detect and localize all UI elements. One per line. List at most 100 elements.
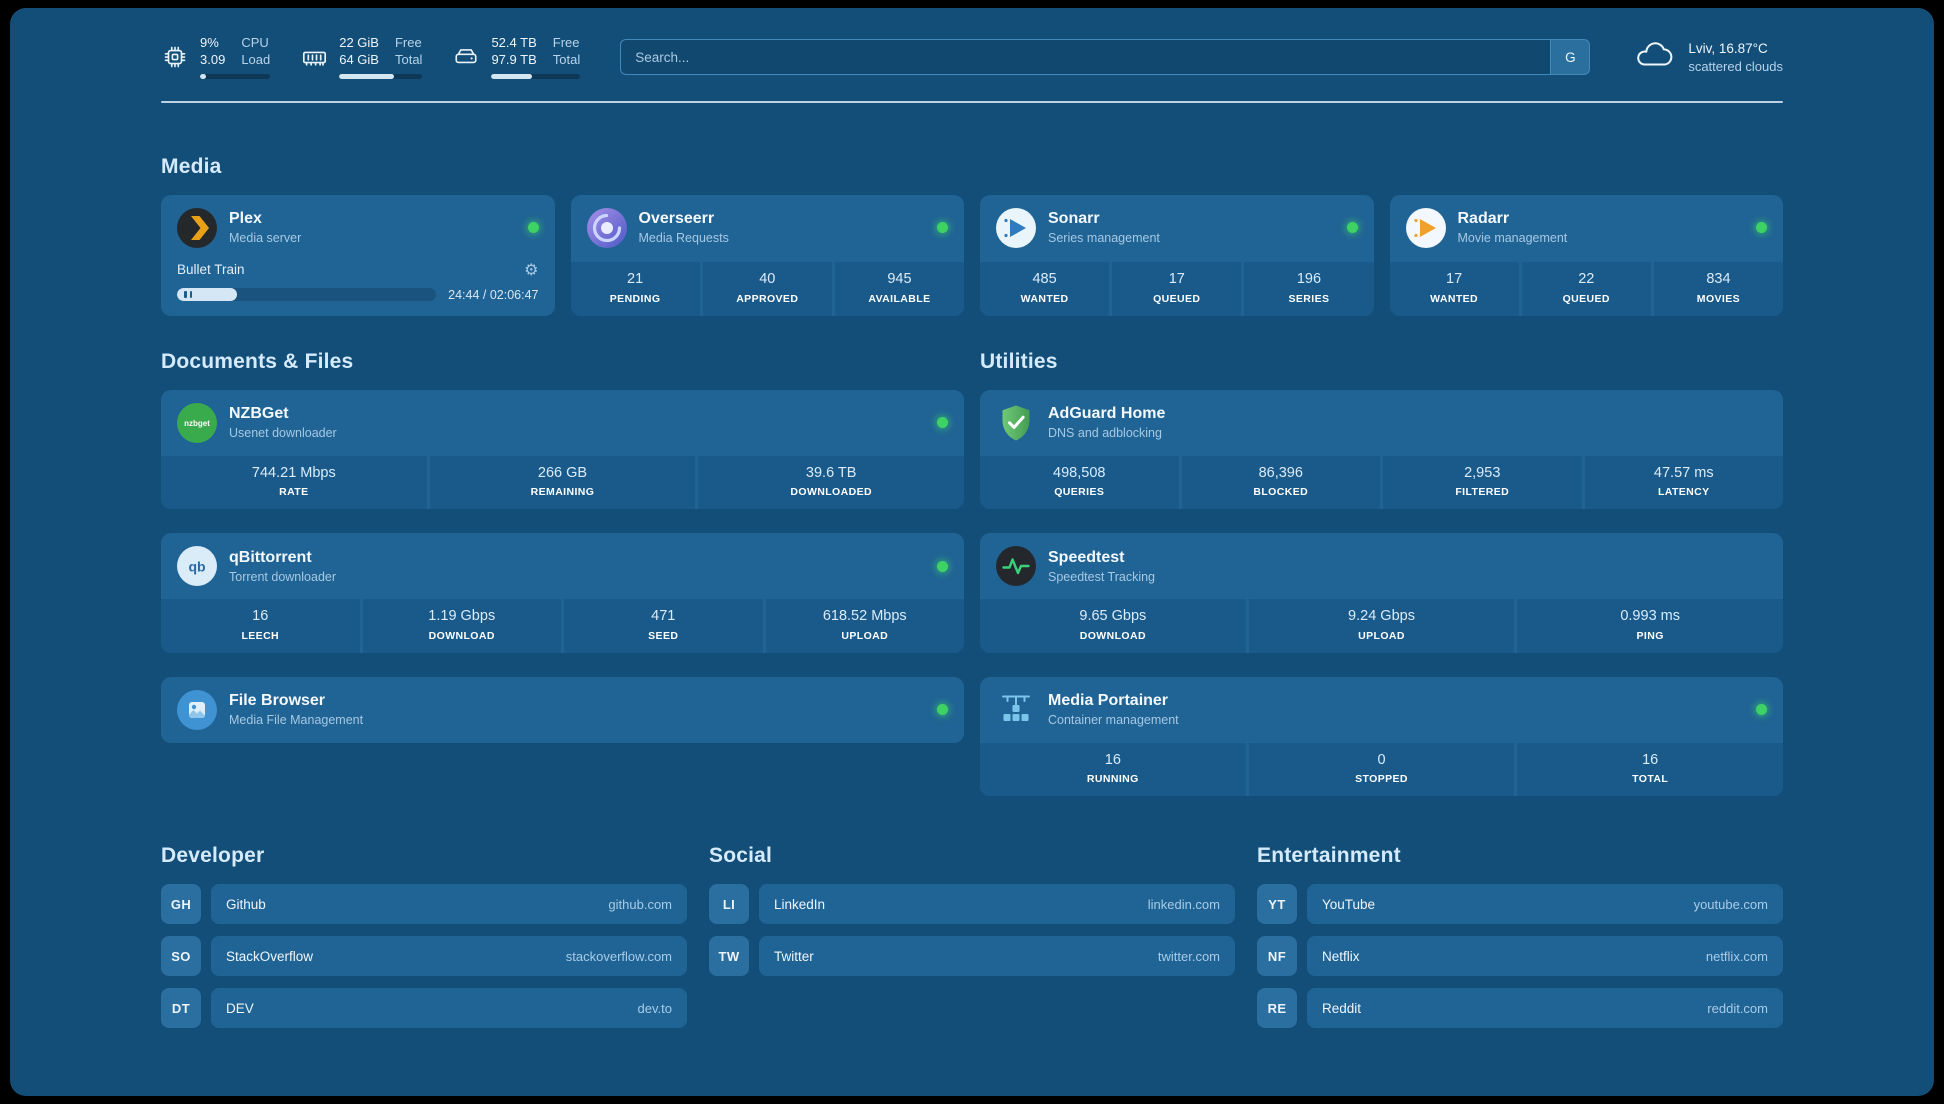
stat-queued: 17 QUEUED [1112, 262, 1242, 316]
bookmark-domain: stackoverflow.com [565, 948, 672, 964]
stat-wanted: 485 WANTED [980, 262, 1110, 316]
bookmark-domain: linkedin.com [1147, 896, 1220, 912]
sonarr-name: Sonarr [1048, 210, 1100, 228]
bookmark-dev[interactable]: DT DEV dev.to [161, 988, 687, 1029]
stat-label: DOWNLOAD [1079, 629, 1146, 642]
overseerr-card: Overseerr Media Requests 21 PENDING 40 A… [570, 194, 965, 316]
nzbget-icon: nzbget [177, 402, 217, 443]
filebrowser-name: File Browser [229, 692, 326, 710]
disk-icon [452, 43, 480, 71]
stat-latency: 47.57 ms LATENCY [1584, 455, 1783, 510]
stat-running: 16 RUNNING [980, 742, 1246, 797]
radarr-header[interactable]: Radarr Movie management [1390, 195, 1784, 261]
svg-text:nzbget: nzbget [184, 419, 210, 428]
stat-download: 1.19 Gbps DOWNLOAD [362, 599, 561, 653]
bookmark-linkedin[interactable]: LI LinkedIn linkedin.com [709, 884, 1235, 925]
section-documents: Documents & Files nzbget NZBGet Usenet d… [161, 350, 964, 743]
bookmark-stackoverflow[interactable]: SO StackOverflow stackoverflow.com [161, 936, 687, 977]
stat-label: STOPPED [1355, 773, 1408, 786]
stat-label: QUERIES [1054, 486, 1105, 499]
search-engine-button[interactable]: G [1550, 39, 1591, 76]
stat-value: 471 [651, 608, 676, 625]
stat-label: LATENCY [1657, 486, 1710, 499]
cpu-widget: 9% 3.09 CPU Load [161, 35, 271, 79]
bookmark-reddit[interactable]: RE Reddit reddit.com [1257, 988, 1783, 1029]
youtube-icon: YT [1257, 884, 1297, 925]
adguard-header[interactable]: AdGuard Home DNS and adblocking [980, 390, 1783, 456]
weather-condition: scattered clouds [1688, 58, 1783, 74]
stat-pending: 21 PENDING [570, 262, 700, 316]
stat-label: RATE [279, 486, 309, 499]
netflix-icon: NF [1257, 936, 1297, 977]
search-input[interactable] [620, 39, 1551, 76]
stackoverflow-icon: SO [161, 936, 201, 977]
plex-header[interactable]: Plex Media server [161, 195, 555, 261]
bookmark-name: Twitter [774, 948, 814, 964]
sonarr-stats: 485 WANTED 17 QUEUED 196 SERIES [980, 262, 1374, 316]
cloud-icon [1632, 39, 1676, 76]
qbittorrent-subtitle: Torrent downloader [229, 569, 337, 584]
overseerr-status-dot [937, 222, 948, 234]
bookmark-domain: twitter.com [1157, 948, 1220, 964]
bookmark-column-social: Social LI LinkedIn linkedin.com TW Twitt… [709, 844, 1235, 1028]
bookmark-column-entertainment: Entertainment YT YouTube youtube.com NF … [1257, 844, 1783, 1029]
memory-label-2: Total [394, 51, 423, 67]
stat-value: 9.65 Gbps [1079, 608, 1147, 625]
stat-label: WANTED [1430, 292, 1479, 305]
qbittorrent-stats: 16 LEECH 1.19 Gbps DOWNLOAD 471 SEED [161, 599, 964, 653]
stat-label: UPLOAD [841, 629, 889, 642]
svg-text:qb: qb [188, 559, 205, 575]
bookmark-twitter[interactable]: TW Twitter twitter.com [709, 936, 1235, 977]
cpu-progress-track [200, 73, 271, 79]
sonarr-header[interactable]: Sonarr Series management [980, 195, 1374, 261]
portainer-card: Media Portainer Container management 16 … [980, 676, 1783, 797]
overseerr-icon [586, 207, 627, 248]
qbittorrent-header[interactable]: qb qBittorrent Torrent downloader [161, 533, 964, 599]
gear-icon[interactable]: ⚙ [524, 259, 539, 279]
stat-blocked: 86,396 BLOCKED [1181, 455, 1380, 510]
bookmark-netflix[interactable]: NF Netflix netflix.com [1257, 936, 1783, 977]
sonarr-card: Sonarr Series management 485 WANTED 17 Q… [980, 194, 1374, 316]
stat-approved: 40 APPROVED [702, 262, 832, 316]
filebrowser-header[interactable]: File Browser Media File Management [161, 677, 964, 743]
bookmark-name: LinkedIn [774, 896, 826, 912]
stat-label: DOWNLOAD [428, 629, 495, 642]
developer-title: Developer [161, 844, 265, 868]
stat-label: FILTERED [1455, 486, 1510, 499]
weather-widget: Lviv, 16.87°C scattered clouds [1632, 39, 1783, 76]
stat-value: 1.19 Gbps [428, 608, 496, 625]
bookmark-youtube[interactable]: YT YouTube youtube.com [1257, 884, 1783, 925]
speedtest-header[interactable]: Speedtest Speedtest Tracking [980, 533, 1783, 599]
filebrowser-icon [177, 689, 217, 730]
stat-label: DOWNLOADED [790, 486, 872, 499]
speedtest-card: Speedtest Speedtest Tracking 9.65 Gbps D… [980, 533, 1783, 653]
stat-value: 834 [1706, 271, 1731, 288]
stat-queries: 498,508 QUERIES [980, 455, 1179, 510]
plex-now-playing: Bullet Train [177, 262, 245, 278]
section-utilities: Utilities [980, 350, 1783, 797]
overseerr-header[interactable]: Overseerr Media Requests [571, 195, 965, 261]
memory-widget: 22 GiB 64 GiB Free Total [300, 35, 423, 79]
adguard-card: AdGuard Home DNS and adblocking 498,508 … [980, 389, 1783, 510]
plex-player-track[interactable] [177, 288, 437, 302]
stat-value: 945 [887, 271, 912, 288]
nzbget-subtitle: Usenet downloader [229, 426, 337, 441]
bookmark-name: Github [226, 896, 266, 912]
stat-upload: 618.52 Mbps UPLOAD [765, 599, 964, 653]
stat-remaining: 266 GB REMAINING [429, 455, 696, 510]
nzbget-status-dot [937, 417, 948, 429]
nzbget-header[interactable]: nzbget NZBGet Usenet downloader [161, 390, 964, 456]
stat-label: APPROVED [736, 292, 799, 305]
stat-ping: 0.993 ms PING [1517, 599, 1783, 653]
stat-value: 16 [1104, 751, 1121, 768]
stat-value: 39.6 TB [805, 464, 857, 481]
media-section-title: Media [161, 154, 222, 178]
cpu-label-1: CPU [241, 35, 269, 50]
bookmark-github[interactable]: GH Github github.com [161, 884, 687, 925]
stat-value: 17 [1446, 271, 1463, 288]
speedtest-icon [996, 546, 1036, 587]
portainer-header[interactable]: Media Portainer Container management [980, 677, 1783, 743]
cpu-progress-fill [200, 73, 207, 79]
stat-label: PING [1636, 629, 1664, 642]
stat-value: 0.993 ms [1620, 608, 1680, 625]
